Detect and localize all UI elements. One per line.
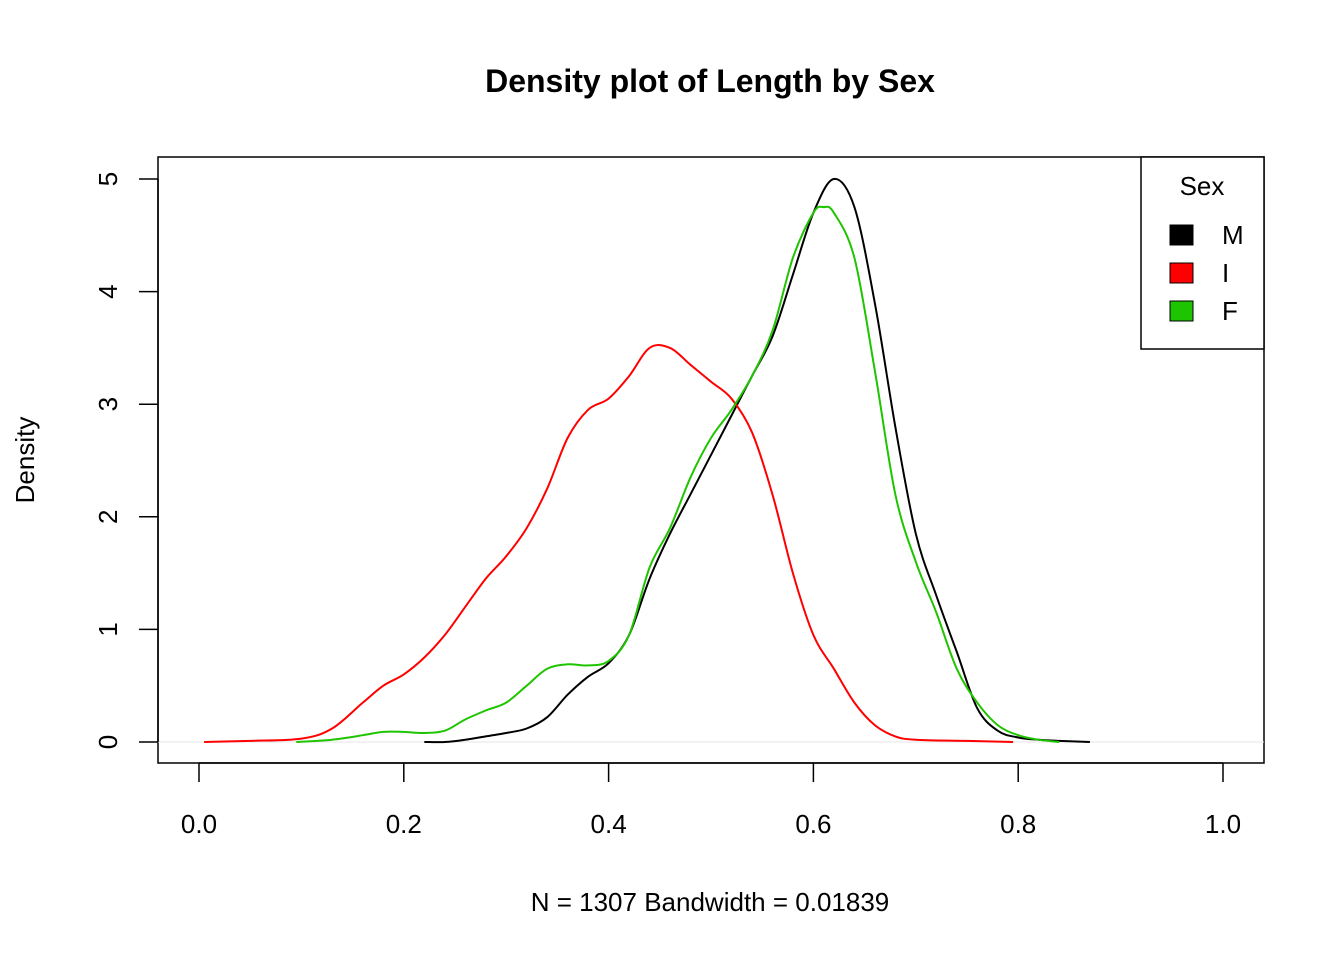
legend-label-I: I [1222,258,1229,288]
x-tick-label: 0.6 [795,809,831,839]
x-tick-label: 0.4 [591,809,627,839]
x-axis-label: N = 1307 Bandwidth = 0.01839 [531,887,890,917]
y-tick-label: 1 [93,622,123,636]
x-tick-label: 0.2 [386,809,422,839]
y-axis-label: Density [10,417,40,504]
plot-frame [157,156,1265,764]
x-tick-label: 0.0 [181,809,217,839]
legend-entries: MIF [1169,220,1244,326]
series-line-I [204,344,1014,743]
y-tick-label: 3 [93,397,123,411]
legend-label-M: M [1222,220,1244,250]
y-tick-label: 5 [93,172,123,186]
legend-swatch-M [1169,224,1194,246]
x-axis: 0.0 0.2 0.4 0.6 0.8 1.0 [181,762,1241,839]
chart-title: Density plot of Length by Sex [485,63,935,99]
series-layer [204,177,1090,744]
x-tick-label: 1.0 [1205,809,1241,839]
series-line-M [424,177,1090,744]
legend-box [1140,156,1265,350]
y-tick-label: 2 [93,510,123,524]
legend-swatch-F [1169,300,1194,322]
y-tick-label: 4 [93,284,123,298]
series-line-F [296,205,1060,743]
legend-title: Sex [1180,171,1225,201]
legend: Sex MIF [1140,156,1265,350]
y-tick-label: 0 [93,735,123,749]
legend-swatch-I [1169,262,1194,284]
y-axis: 0 1 2 3 4 5 [93,172,159,749]
x-tick-label: 0.8 [1000,809,1036,839]
legend-label-F: F [1222,296,1238,326]
